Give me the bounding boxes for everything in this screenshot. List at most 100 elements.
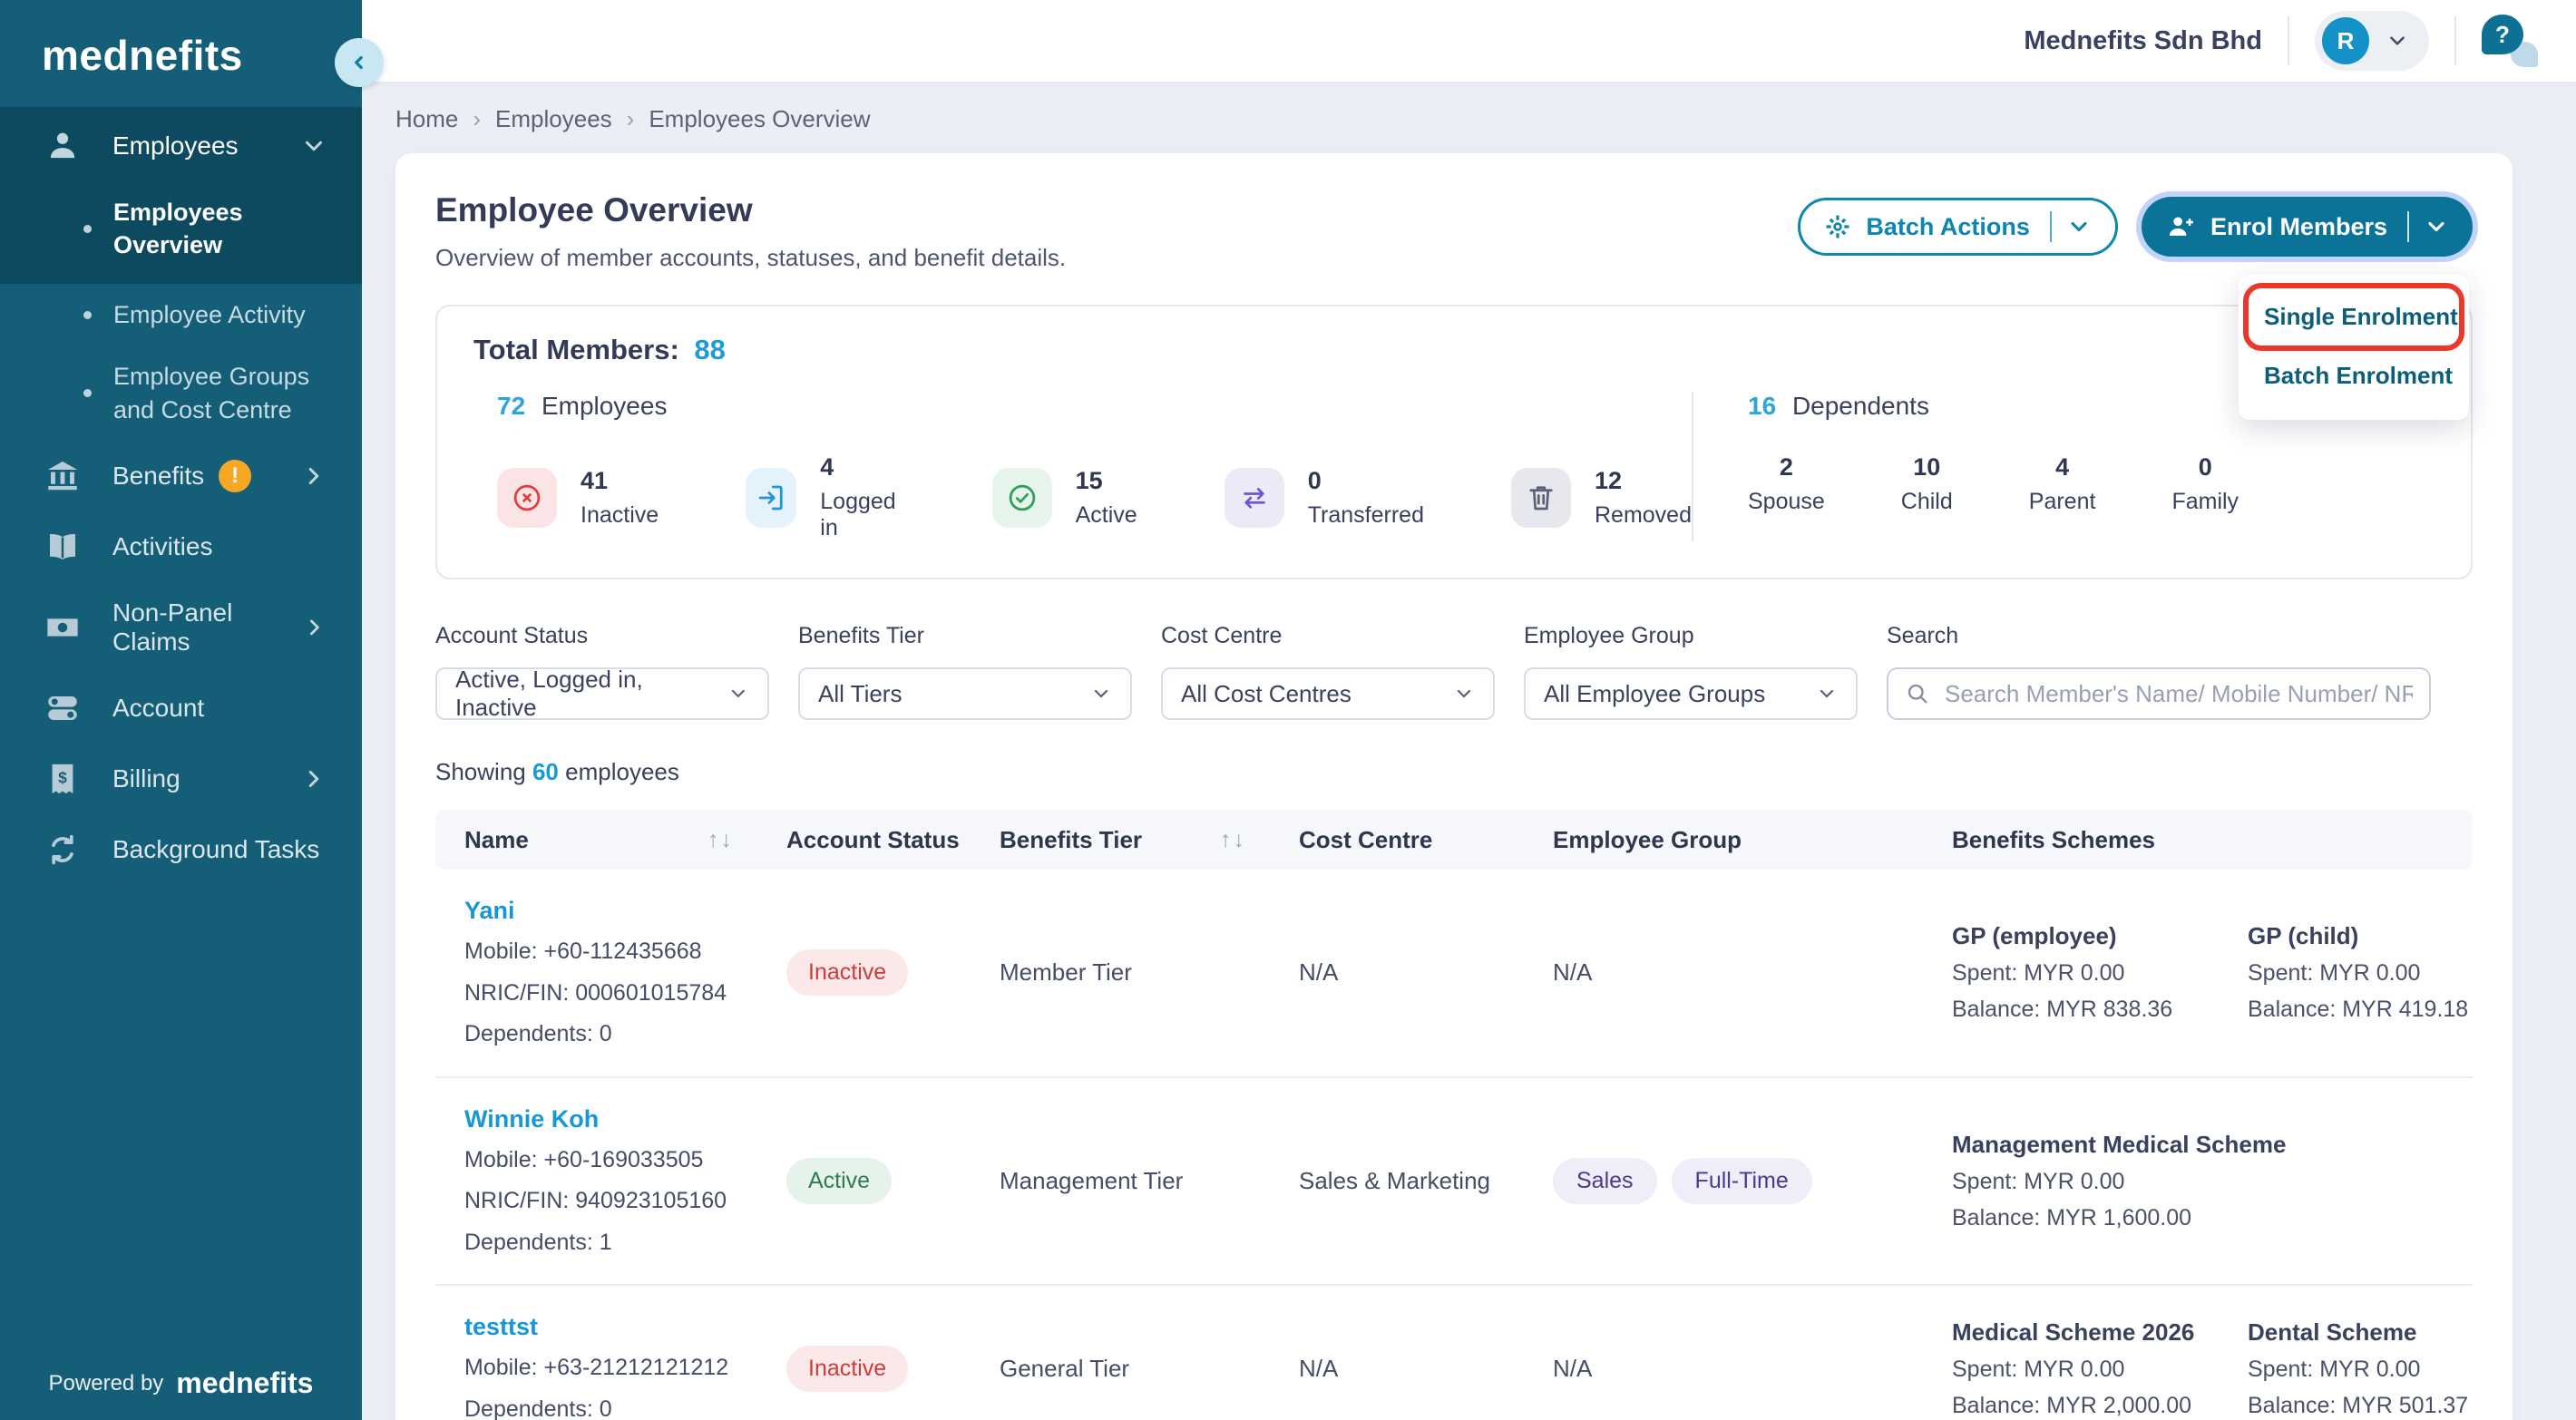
enrol-members-button[interactable]: Enrol Members [2141, 197, 2473, 257]
card-icon [44, 608, 82, 647]
status-badge: Inactive [786, 949, 909, 997]
group-text: N/A [1553, 1354, 1593, 1382]
chevron-down-icon [1816, 683, 1838, 705]
benefits-tier-cell: Member Tier [989, 958, 1288, 987]
employee-group-cell: N/A [1542, 1355, 1941, 1383]
batch-actions-button[interactable]: Batch Actions [1798, 198, 2118, 256]
enrol-members-menu: Single Enrolment Batch Enrolment [2239, 275, 2469, 420]
breadcrumb-item[interactable]: Employees [458, 105, 611, 132]
benefits-tier: General Tier [1000, 1354, 1130, 1382]
stat-label: Parent [2028, 489, 2096, 514]
sidebar-item-account[interactable]: Account [0, 673, 362, 744]
sidebar-item-label: Employees Overview [113, 199, 243, 259]
member-name-link[interactable]: Winnie Koh [464, 1104, 600, 1133]
warning-badge: ! [219, 460, 252, 493]
company-name: Mednefits Sdn Bhd [2024, 25, 2262, 55]
scheme-balance: Balance: MYR 501.37 [2248, 1392, 2469, 1418]
table-row: Winnie Koh Mobile: +60-169033505 NRIC/FI… [435, 1075, 2473, 1285]
sidebar-item-label: Employees [112, 131, 239, 160]
chevron-down-icon [1090, 683, 1112, 705]
stat-value: 2 [1779, 453, 1793, 481]
sidebar-collapse-button[interactable] [335, 38, 384, 87]
sidebar-item-employee-activity[interactable]: Employee Activity [0, 284, 362, 345]
benefit-scheme: Medical Scheme 2026 Spent: MYR 0.00 Bala… [1952, 1318, 2208, 1419]
member-mobile: Mobile: +60-112435668 [464, 939, 702, 964]
search-input[interactable] [1945, 679, 2413, 708]
stat-label: Active [1075, 501, 1137, 528]
stat-value: 10 [1913, 453, 1941, 481]
employee-group-cell: N/A [1542, 958, 1941, 987]
breadcrumb-item[interactable]: Employees Overview [612, 105, 871, 132]
member-cell: Winnie Koh Mobile: +60-169033505 NRIC/FI… [435, 1105, 776, 1258]
benefits-schemes-cell: Medical Scheme 2026 Spent: MYR 0.00 Bala… [1941, 1318, 2503, 1419]
sidebar-item-employee-groups[interactable]: Employee Groups and Cost Centre [0, 345, 362, 441]
chevron-down-icon [2386, 29, 2409, 53]
member-nric: NRIC/FIN: 000601015784 [464, 979, 727, 1006]
filter-label: Cost Centre [1161, 623, 1283, 648]
stat-label: Child [1900, 489, 1953, 514]
header-cost-centre: Cost Centre [1299, 825, 1433, 853]
check-circle-icon [991, 467, 1052, 528]
sort-icons[interactable]: ↑↓ [707, 826, 734, 852]
filter-select[interactable]: All Employee Groups [1524, 667, 1858, 720]
total-members-value: 88 [694, 334, 726, 365]
stat-value: 41 [581, 466, 609, 494]
enrol-menu-item[interactable]: Batch Enrolment [2264, 362, 2454, 389]
stat-inactive: 41 Inactive [497, 453, 659, 541]
main-content: HomeEmployeesEmployees Overview Employee… [362, 82, 2576, 1420]
login-icon [746, 467, 797, 528]
dependents-count: 16 [1748, 392, 1777, 420]
user-menu[interactable]: R [2315, 11, 2429, 71]
stat-label: Removed [1595, 501, 1692, 528]
member-mobile: Mobile: +63-21212121212 [464, 1355, 729, 1380]
employee-overview-card: Employee Overview Overview of member acc… [395, 153, 2513, 1420]
scheme-name: Dental Scheme [2248, 1318, 2417, 1346]
group-text: N/A [1553, 958, 1593, 987]
member-name-link[interactable]: testtst [464, 1313, 539, 1340]
sidebar-item-label: Account [112, 694, 205, 723]
sync-icon [44, 831, 82, 869]
chevron-right-icon [300, 765, 327, 793]
sidebar-section-employees: Employees Employees Overview [0, 107, 362, 284]
sort-icons[interactable]: ↑↓ [1220, 826, 1246, 852]
chevron-down-icon [2066, 214, 2092, 239]
cost-centre-cell: N/A [1288, 958, 1542, 987]
chevron-down-icon [1453, 683, 1475, 705]
employees-label: Employees [541, 392, 668, 420]
sidebar-item-benefits[interactable]: Benefits ! [0, 441, 362, 511]
results-value: 60 [532, 758, 559, 785]
circle-x-icon [497, 467, 557, 528]
sidebar-item-label: Employee Groups and Cost Centre [113, 363, 310, 423]
stat-value: 4 [820, 453, 834, 481]
benefits-tier: Member Tier [1000, 958, 1132, 987]
scheme-spent: Spent: MYR 0.00 [2248, 960, 2421, 987]
member-name-link[interactable]: Yani [464, 897, 515, 924]
filter-label: Employee Group [1524, 623, 1694, 648]
enrol-menu-item[interactable]: Single Enrolment [2239, 283, 2469, 351]
filter-select[interactable]: All Tiers [798, 667, 1132, 720]
sidebar-item-non-panel-claims[interactable]: Non-Panel Claims [0, 582, 362, 673]
sidebar-item-activities[interactable]: Activities [0, 511, 362, 582]
stat-value: 0 [2198, 453, 2212, 481]
sidebar-item-billing[interactable]: $ Billing [0, 744, 362, 814]
sidebar-item-background-tasks[interactable]: Background Tasks [0, 814, 362, 885]
help-button[interactable]: ? [2482, 13, 2538, 69]
member-dependents: Dependents: 0 [464, 1021, 612, 1046]
scheme-name: Management Medical Scheme [1952, 1130, 2287, 1158]
powered-by-footer: Powered by mednefits [0, 1367, 362, 1400]
sidebar-item-employees-overview[interactable]: Employees Overview [0, 181, 362, 277]
mednefits-logo: mednefits [42, 32, 243, 79]
scheme-spent: Spent: MYR 0.00 [1952, 1168, 2125, 1194]
benefits-tier-cell: Management Tier [989, 1167, 1288, 1195]
header-benefits-schemes: Benefits Schemes [1952, 825, 2155, 853]
stat-label: Logged in [820, 489, 896, 540]
results-suffix: employees [565, 758, 679, 785]
sidebar-item-employees[interactable]: Employees [0, 107, 362, 181]
total-members-label: Total Members: [473, 334, 679, 365]
breadcrumb-item[interactable]: Home [395, 105, 459, 132]
member-cell: Yani Mobile: +60-112435668 NRIC/FIN: 000… [435, 897, 776, 1049]
scheme-balance: Balance: MYR 1,600.00 [1952, 1204, 2192, 1230]
filter-select[interactable]: All Cost Centres [1161, 667, 1495, 720]
filter-select[interactable]: Active, Logged in, Inactive [435, 666, 769, 721]
sidebar: mednefits Employees Employees Overview E… [0, 0, 362, 1420]
